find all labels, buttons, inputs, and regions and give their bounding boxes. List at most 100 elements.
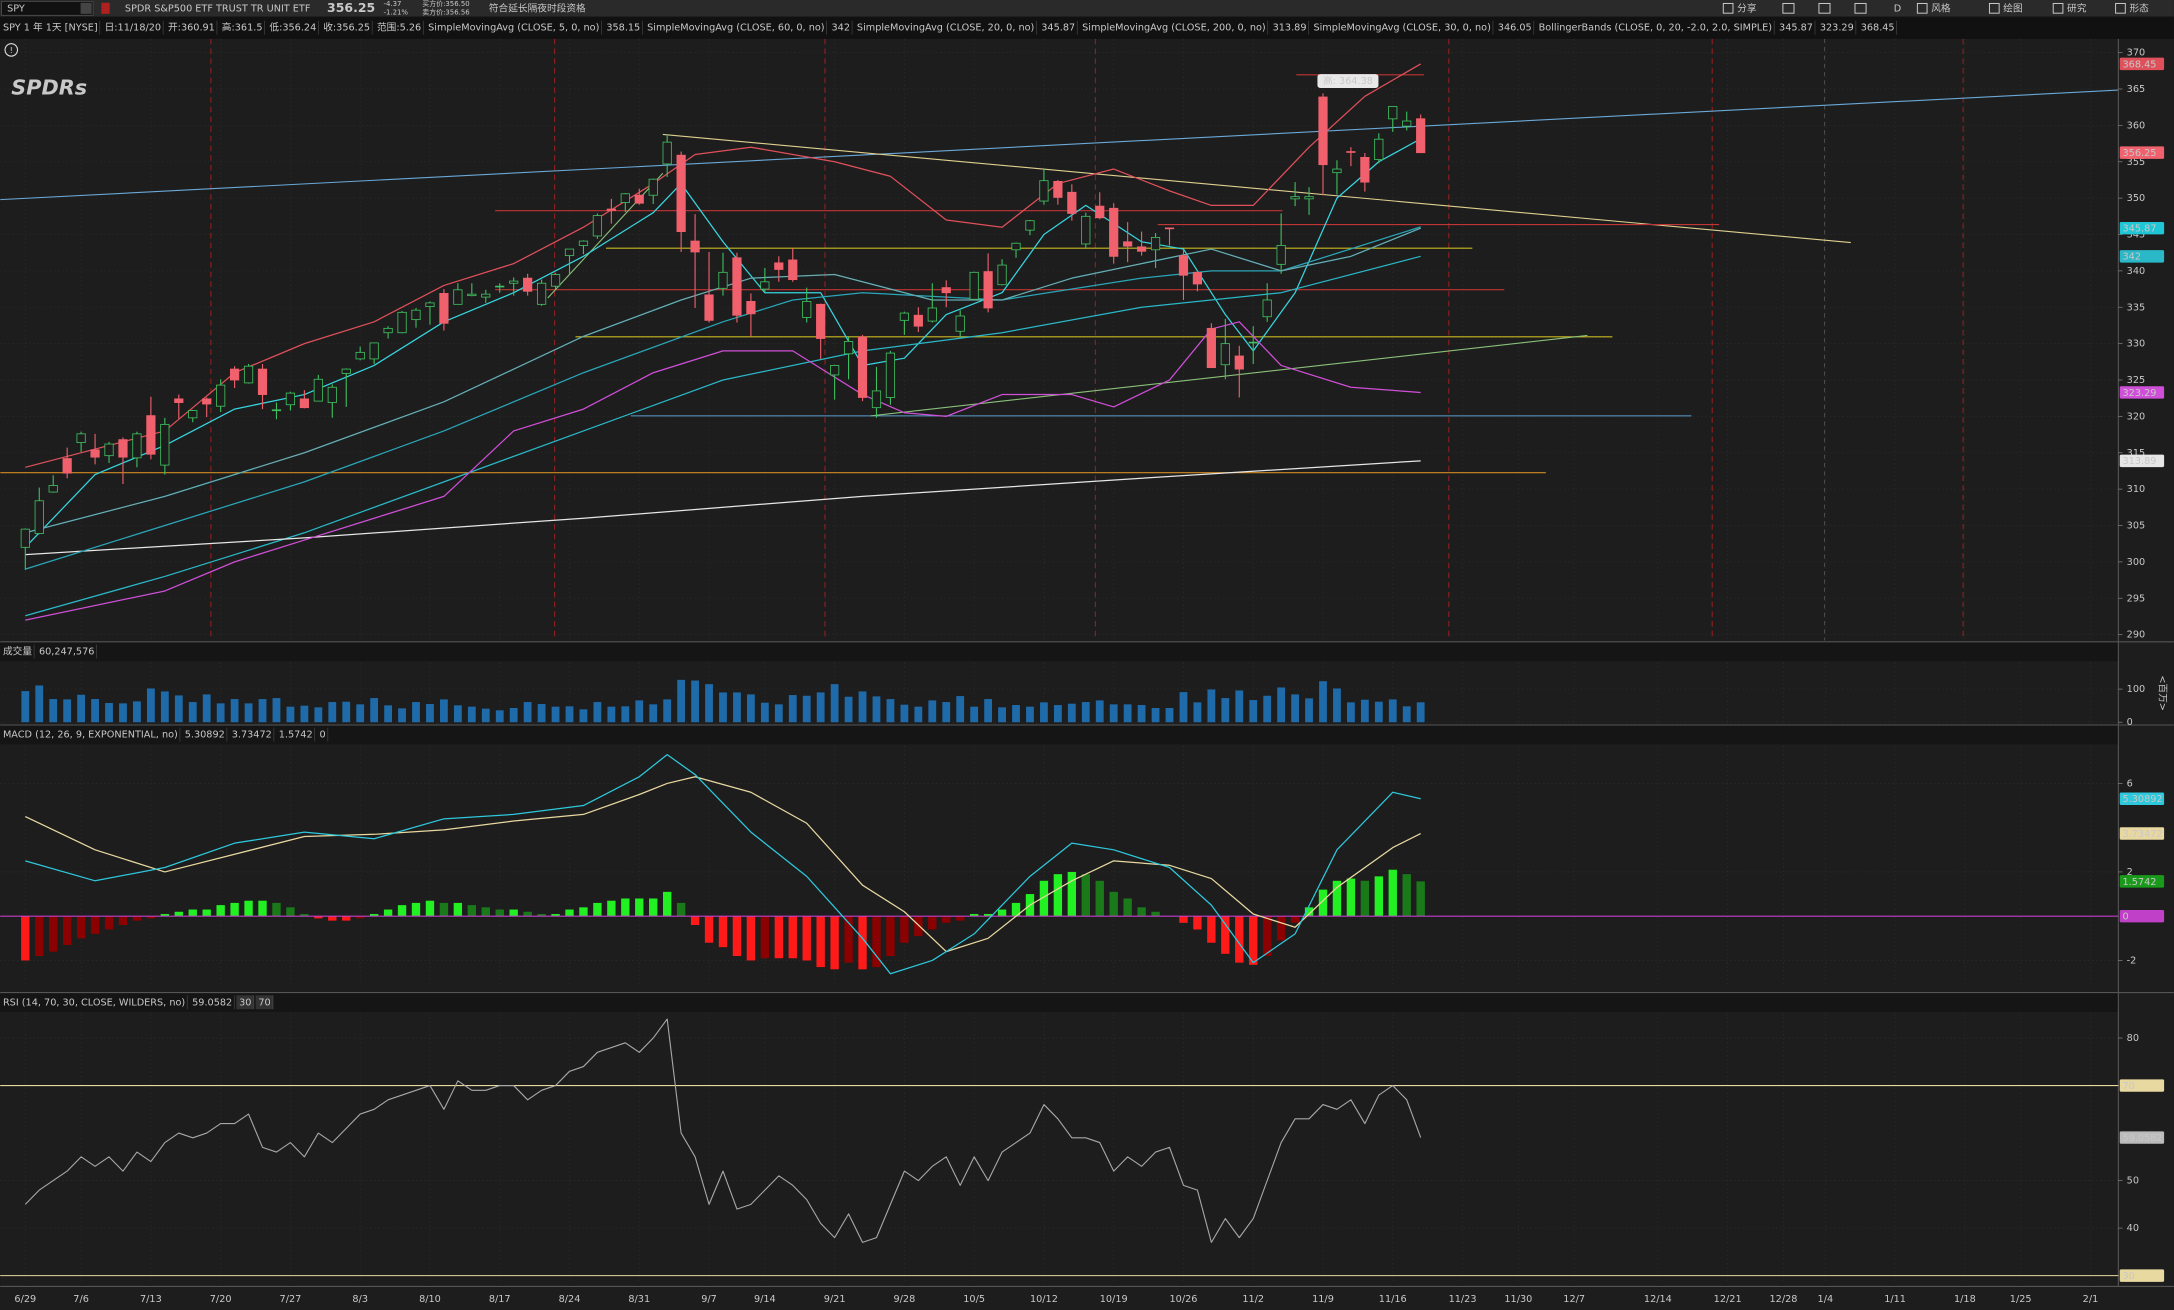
toolbar-button[interactable]: 研究: [2067, 1, 2087, 14]
macd-histogram-bar: [1039, 880, 1049, 917]
last-price: 356.25: [327, 0, 375, 15]
net-change: -4.37: [384, 0, 402, 8]
macd-histogram-bar: [1151, 911, 1160, 917]
percent-change: -1.21%: [384, 8, 409, 16]
price-marker-box: [2119, 1269, 2165, 1282]
candle-body: [188, 410, 198, 419]
toolbar-icon[interactable]: [1722, 2, 1734, 14]
y-tick-label: -2: [2127, 955, 2137, 966]
candle-body: [216, 384, 226, 407]
volume-bar: [844, 696, 853, 723]
candle-body: [383, 327, 393, 334]
macd-histogram-bar: [272, 902, 281, 917]
study-name: RSI (14, 70, 30, CLOSE, WILDERS, no): [3, 997, 185, 1008]
macd-histogram-bar: [425, 900, 435, 917]
toolbar-button[interactable]: 风格: [1931, 1, 1951, 14]
candle-body: [355, 351, 365, 360]
x-tick-label: 11/9: [1312, 1294, 1334, 1305]
trend-line[interactable]: [547, 172, 664, 299]
volume-bar: [105, 703, 113, 723]
x-tick-label: 10/19: [1100, 1294, 1128, 1305]
volume-bar: [314, 707, 323, 723]
macd-histogram-bar: [802, 916, 811, 961]
price-marker-box: [2119, 827, 2165, 840]
macd-histogram-bar: [537, 913, 546, 917]
y-tick-label: 50: [2127, 1176, 2139, 1187]
x-tick-label: 11/30: [1504, 1294, 1532, 1305]
x-tick-label: 12/14: [1644, 1294, 1672, 1305]
symbol-box[interactable]: [1, 1, 94, 16]
macd-histogram-bar: [1207, 916, 1216, 943]
toolbar-icon[interactable]: [2052, 2, 2064, 14]
x-tick-label: 7/6: [73, 1294, 89, 1305]
volume-bar: [1026, 706, 1034, 723]
macd-histogram-bar: [49, 916, 58, 952]
candle-body: [104, 443, 114, 457]
y-tick-label: 340: [2127, 266, 2146, 277]
toolbar-button[interactable]: 分享: [1737, 1, 1757, 14]
macd-histogram-bar: [956, 916, 965, 921]
macd-histogram-bar: [1276, 916, 1286, 941]
toolbar-button[interactable]: 绘图: [2003, 1, 2022, 14]
candle-body: [830, 365, 840, 376]
volume-bar: [495, 710, 504, 723]
price-marker-box: [2119, 146, 2165, 159]
volume-bar: [719, 692, 727, 723]
volume-bar: [970, 706, 979, 723]
macd-histogram-bar: [216, 905, 225, 917]
volume-bar: [1388, 699, 1397, 723]
macd-histogram-bar: [886, 916, 895, 957]
study-legend-row: [0, 16, 2174, 39]
macd-histogram-bar: [258, 900, 267, 917]
x-tick-label: 10/5: [963, 1294, 985, 1305]
macd-histogram-bar: [942, 916, 951, 923]
macd-histogram-bar: [593, 902, 602, 917]
period-selector[interactable]: D: [1894, 3, 1901, 14]
toolbar-icon[interactable]: [1854, 2, 1867, 14]
macd-histogram-bar: [1053, 874, 1063, 917]
volume-bar: [453, 705, 462, 723]
trend-line[interactable]: [870, 334, 1588, 417]
x-tick-label: 7/20: [210, 1294, 232, 1305]
info-icon[interactable]: [4, 43, 19, 57]
macd-histogram-bar: [1374, 876, 1384, 917]
volume-bar: [677, 679, 686, 723]
toolbar-button[interactable]: 形态: [2129, 1, 2149, 14]
candle-body: [481, 293, 491, 298]
candle-body: [690, 240, 700, 253]
macd-histogram-bar: [300, 913, 309, 917]
y-tick-label: 300: [2127, 557, 2146, 568]
x-tick-label: 9/14: [754, 1294, 776, 1305]
trend-line[interactable]: [0, 89, 2119, 201]
symbol-dropdown[interactable]: [80, 2, 92, 14]
volume-bar: [593, 702, 602, 723]
candle-body: [341, 368, 351, 374]
price-marker-box: [2119, 386, 2165, 399]
macd-histogram-bar: [816, 916, 825, 968]
macd-histogram-bar: [383, 909, 393, 917]
candle-body: [467, 293, 477, 297]
macd-histogram-bar: [467, 905, 477, 917]
volume-bar: [370, 698, 379, 723]
toolbar-icon[interactable]: [1916, 2, 1928, 14]
toolbar-icon[interactable]: [2115, 2, 2126, 14]
candle-body: [146, 415, 156, 455]
volume-bar: [1416, 702, 1425, 723]
study-value: 346.05: [1498, 23, 1532, 34]
alert-flag[interactable]: [101, 2, 110, 14]
candle-body: [453, 289, 463, 305]
volume-bar: [230, 699, 239, 723]
volume-bar: [133, 701, 141, 723]
candle-body: [118, 439, 128, 458]
y-tick-label: 365: [2127, 84, 2146, 95]
macd-histogram-bar: [369, 913, 379, 917]
macd-histogram-bar: [160, 913, 170, 917]
macd-histogram-bar: [314, 916, 323, 919]
toolbar-icon[interactable]: [1782, 2, 1795, 14]
toolbar-icon[interactable]: [1818, 2, 1831, 14]
volume-value: 60,247,576: [39, 647, 94, 658]
price-marker-label: 345.87: [2123, 224, 2157, 235]
volume-bar: [928, 700, 937, 723]
toolbar-icon[interactable]: [1988, 2, 2000, 14]
